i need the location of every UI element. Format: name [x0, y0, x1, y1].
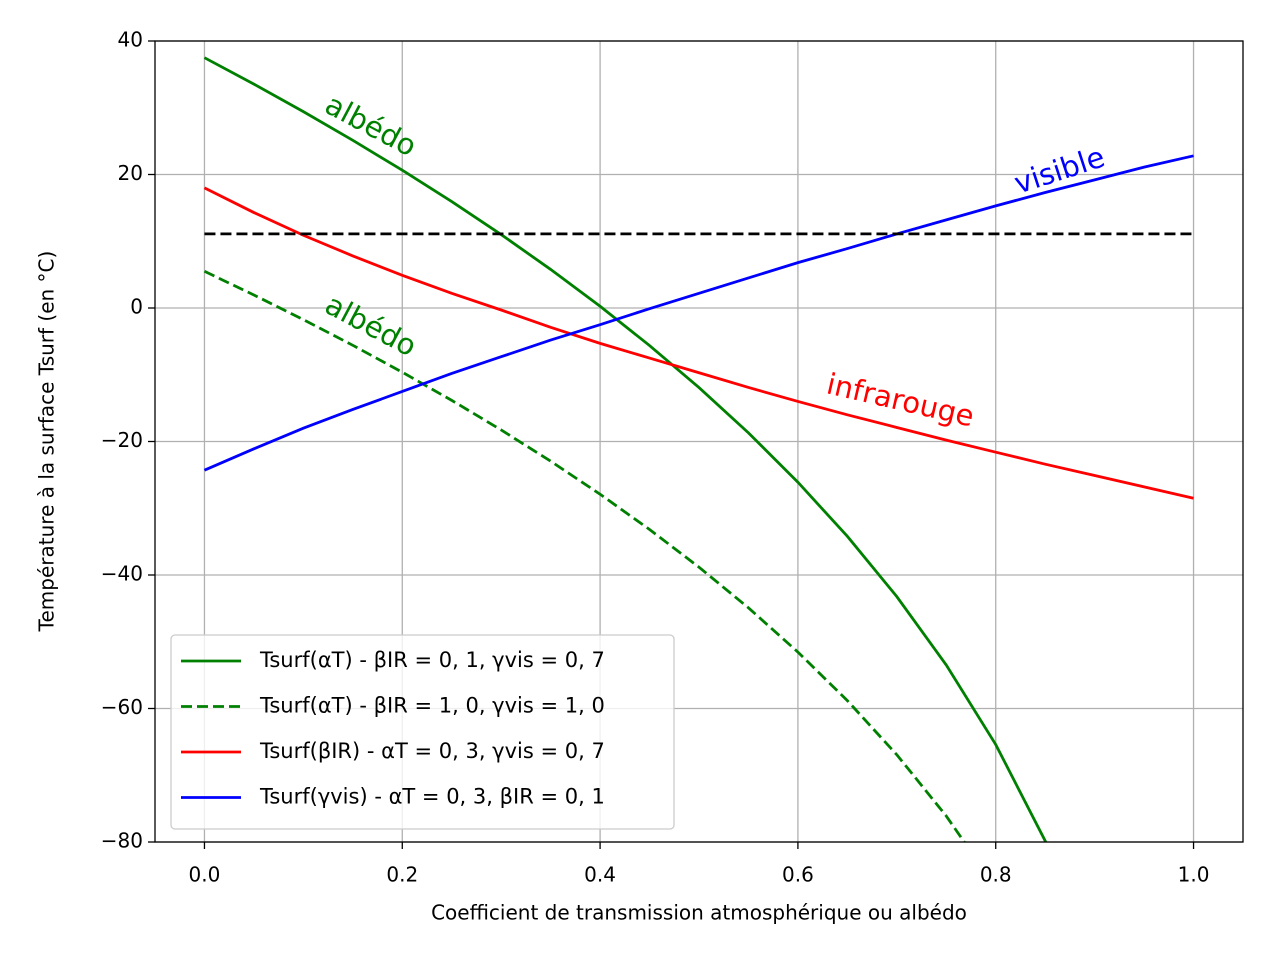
y-tick-label: 0 — [130, 295, 143, 319]
series-line — [203, 56, 1048, 842]
y-tick-label: −60 — [101, 695, 143, 719]
y-tick-label: −40 — [101, 562, 143, 586]
annotation: infrarouge — [824, 367, 978, 434]
legend-box — [170, 634, 675, 830]
annotation: visible — [1010, 140, 1109, 201]
x-tick-label: 1.0 — [1178, 863, 1210, 887]
x-tick-label: 0.0 — [189, 863, 221, 887]
x-tick-label: 0.6 — [782, 863, 814, 887]
x-tick-label: 0.2 — [386, 863, 418, 887]
legend-label: Tsurf(γvis) - αT = 0, 3, βIR = 0, 1 — [259, 785, 605, 809]
x-tick-label: 0.8 — [980, 863, 1012, 887]
x-axis-label: Coefficient de transmission atmosphériqu… — [431, 901, 967, 925]
y-tick-label: 20 — [118, 161, 143, 185]
legend-label: Tsurf(αT) - βIR = 0, 1, γvis = 0, 7 — [259, 648, 605, 672]
series-line — [203, 186, 1194, 500]
x-tick-label: 0.4 — [584, 863, 616, 887]
y-tick-label: −20 — [101, 428, 143, 452]
legend-label: Tsurf(βIR) - αT = 0, 3, γvis = 0, 7 — [259, 739, 605, 763]
series-line — [203, 154, 1194, 472]
y-axis-label: Température à la surface Tsurf (en °C) — [35, 251, 59, 633]
y-tick-label: 40 — [118, 28, 143, 52]
series-line — [203, 270, 966, 842]
annotation: albédo — [320, 287, 423, 363]
legend-label: Tsurf(αT) - βIR = 1, 0, γvis = 1, 0 — [259, 694, 605, 718]
y-tick-label: −80 — [101, 829, 143, 853]
